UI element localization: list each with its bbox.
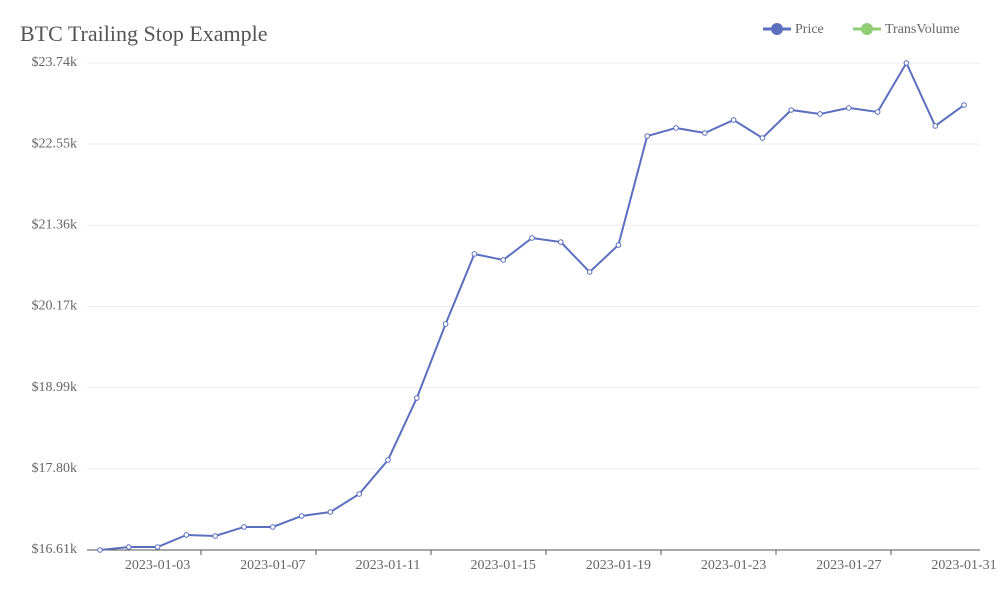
- x-tick-label: 2023-01-15: [471, 558, 536, 573]
- point: [414, 395, 420, 401]
- x-tick-label: 2023-01-03: [125, 558, 190, 573]
- legend-swatch-dot: [861, 23, 873, 35]
- point: [673, 125, 679, 131]
- point: [558, 239, 564, 245]
- x-tick-label: 2023-01-27: [816, 558, 881, 573]
- point: [788, 107, 795, 113]
- point: [903, 60, 910, 66]
- point: [241, 524, 247, 530]
- point: [500, 257, 507, 263]
- point: [529, 235, 535, 241]
- y-tick-label: $16.61k: [32, 542, 78, 557]
- point: [471, 251, 478, 257]
- x-tick-label: 2023-01-11: [356, 558, 421, 573]
- y-tick-label: $20.17k: [32, 299, 78, 314]
- y-tick-label: $21.36k: [32, 218, 78, 233]
- point: [730, 117, 737, 123]
- point: [327, 509, 334, 515]
- point: [874, 109, 881, 115]
- x-tick-label: 2023-01-31: [931, 558, 996, 573]
- point: [759, 135, 766, 141]
- point: [644, 133, 651, 139]
- point: [846, 105, 852, 111]
- y-tick-label: $23.74k: [32, 55, 78, 70]
- point: [154, 544, 161, 550]
- x-tick-label: 2023-01-23: [701, 558, 766, 573]
- point: [212, 533, 218, 539]
- point: [817, 111, 823, 117]
- point: [702, 130, 708, 136]
- point: [298, 513, 305, 519]
- point: [183, 532, 190, 538]
- point: [961, 102, 967, 108]
- x-tick-label: 2023-01-19: [586, 558, 651, 573]
- legend-label: Price: [795, 22, 824, 37]
- point: [615, 242, 622, 248]
- legend-label: TransVolume: [885, 22, 960, 37]
- y-tick-label: $22.55k: [32, 136, 78, 151]
- point: [356, 491, 363, 497]
- point: [270, 524, 276, 530]
- point: [126, 544, 132, 550]
- point: [932, 123, 939, 129]
- y-tick-label: $18.99k: [32, 380, 78, 395]
- point: [586, 269, 593, 275]
- y-tick-label: $17.80k: [32, 461, 78, 476]
- chart-title: BTC Trailing Stop Example: [20, 21, 268, 46]
- point: [97, 547, 103, 553]
- point: [385, 457, 391, 463]
- point: [442, 321, 449, 327]
- x-tick-label: 2023-01-07: [240, 558, 305, 573]
- legend-swatch-dot: [771, 23, 783, 35]
